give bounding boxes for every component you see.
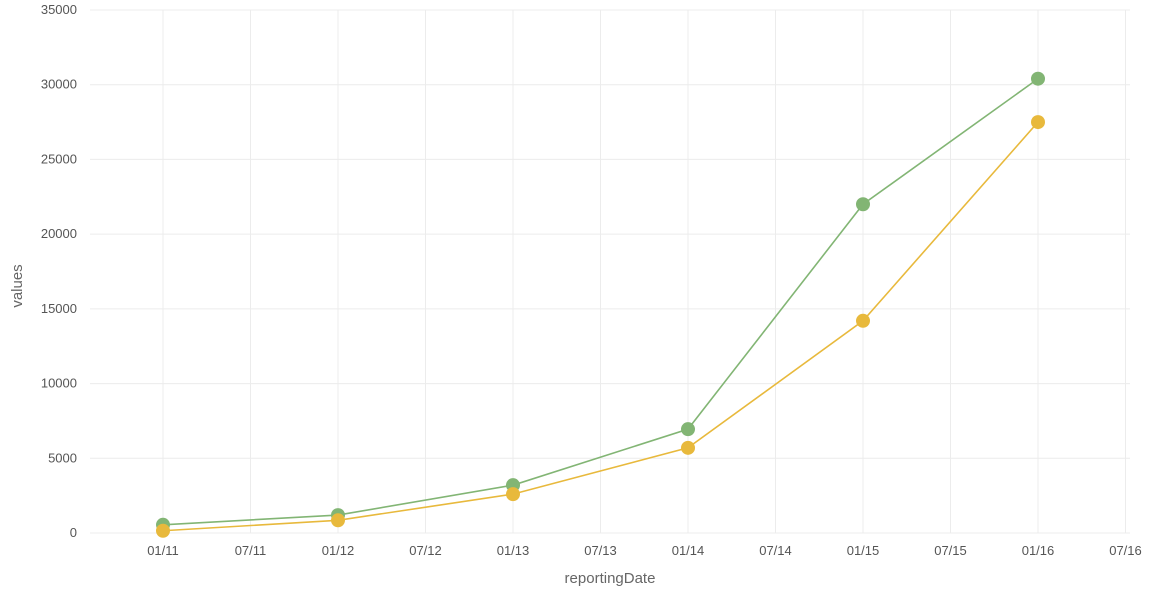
x-tick-label: 01/12 [322,543,355,558]
series-points [156,71,1045,538]
data-point[interactable] [506,487,520,502]
x-axis-ticks: 01/11 07/11 01/12 07/12 01/13 07/13 01/14 07/14… [147,543,1142,558]
x-tick-label: 01/11 [147,543,179,558]
y-tick-label: 25000 [41,151,77,166]
y-tick-label: 20000 [41,226,77,241]
data-point[interactable] [856,313,870,328]
x-tick-label: 01/14 [672,543,705,558]
y-tick-label: 10000 [41,376,77,391]
x-tick-label: 07/15 [934,543,967,558]
series-lines [162,78,1039,532]
series-line-1 [162,78,1039,526]
data-point[interactable] [1031,71,1045,86]
x-tick-label: 07/13 [584,543,617,558]
data-point[interactable] [681,440,695,455]
x-tick-label: 07/16 [1109,543,1142,558]
y-tick-label: 15000 [41,301,77,316]
x-tick-label: 01/16 [1022,543,1055,558]
x-tick-label: 01/13 [497,543,530,558]
y-axis-label: values [9,264,26,307]
data-point[interactable] [331,513,345,528]
data-point[interactable] [1031,115,1045,130]
data-point[interactable] [681,422,695,437]
y-tick-label: 35000 [41,2,77,17]
grid [90,9,1130,534]
data-point[interactable] [856,197,870,212]
x-axis-label: reportingDate [565,570,656,587]
y-tick-label: 30000 [41,77,77,92]
y-tick-label: 5000 [48,450,77,465]
x-tick-label: 01/15 [847,543,880,558]
x-tick-label: 07/11 [235,543,267,558]
y-tick-label: 0 [70,525,77,540]
y-axis-ticks: 0 5000 10000 15000 20000 25000 30000 35000 [41,2,77,540]
x-tick-label: 07/12 [409,543,442,558]
data-point[interactable] [156,523,170,538]
x-tick-label: 07/14 [759,543,792,558]
series-line-2 [162,121,1039,532]
